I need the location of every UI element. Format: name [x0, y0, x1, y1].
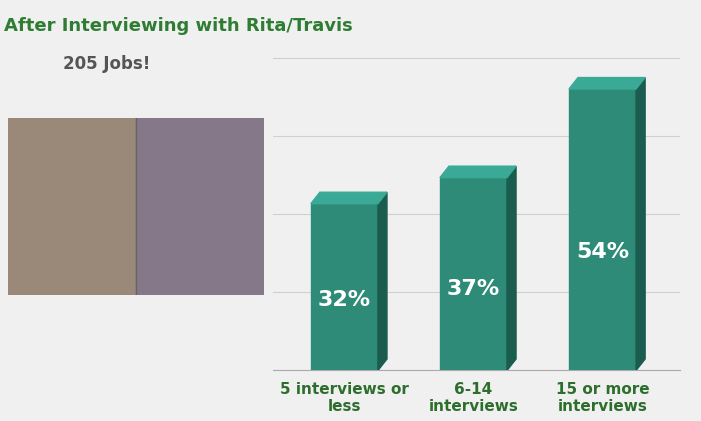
Text: 205 Jobs!: 205 Jobs!: [63, 55, 151, 73]
Bar: [8, 118, 136, 295]
Polygon shape: [569, 77, 645, 89]
Text: 32%: 32%: [318, 290, 371, 310]
Polygon shape: [311, 192, 387, 204]
Text: After Interviewing with Rita/Travis: After Interviewing with Rita/Travis: [4, 17, 353, 35]
Text: 54%: 54%: [576, 242, 629, 262]
Polygon shape: [440, 178, 507, 370]
Polygon shape: [311, 204, 378, 370]
Text: 37%: 37%: [447, 280, 500, 299]
Bar: [136, 118, 264, 295]
Polygon shape: [378, 192, 387, 370]
Polygon shape: [569, 89, 636, 370]
Polygon shape: [440, 166, 516, 178]
Polygon shape: [507, 166, 516, 370]
Polygon shape: [636, 77, 645, 370]
